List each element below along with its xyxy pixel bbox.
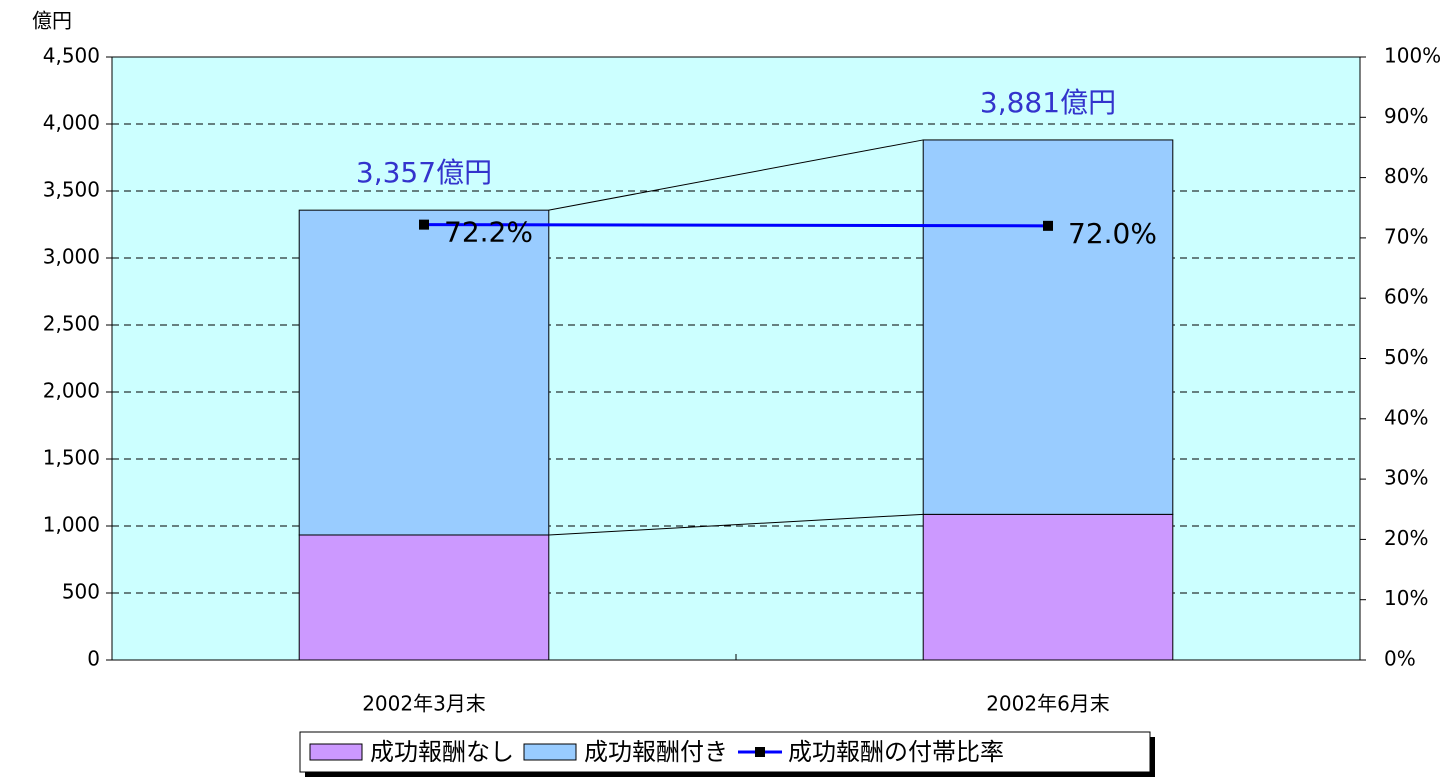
legend-swatch bbox=[523, 743, 577, 761]
y-tick-label: 2,000 bbox=[43, 379, 100, 403]
y2-tick-label: 80% bbox=[1384, 164, 1428, 188]
y2-tick-label: 100% bbox=[1384, 44, 1441, 68]
y-tick-label: 1,500 bbox=[43, 446, 100, 470]
y2-tick-label: 50% bbox=[1384, 345, 1428, 369]
line-marker bbox=[419, 219, 429, 230]
y-tick-label: 4,500 bbox=[43, 44, 100, 68]
series-connector bbox=[548, 139, 924, 211]
legend-label: 成功報酬の付帯比率 bbox=[788, 738, 1004, 766]
y-tick-label: 500 bbox=[62, 580, 100, 604]
legend-label: 成功報酬なし bbox=[370, 738, 514, 766]
line-marker bbox=[1043, 220, 1053, 231]
total-label: 3,881億円 bbox=[980, 86, 1116, 119]
total-label: 3,357億円 bbox=[356, 156, 492, 189]
bar-segment bbox=[922, 139, 1174, 515]
bar-segment bbox=[298, 534, 550, 661]
y2-tick-label: 0% bbox=[1384, 647, 1416, 671]
y2-tick-label: 90% bbox=[1384, 104, 1428, 128]
bar-segment bbox=[922, 513, 1174, 661]
series-connector bbox=[548, 513, 924, 536]
y2-tick-label: 30% bbox=[1384, 466, 1428, 490]
line-value-label: 72.0% bbox=[1068, 217, 1157, 250]
x-tick-label: 2002年6月末 bbox=[986, 692, 1110, 716]
bar-segment bbox=[298, 209, 550, 536]
line-series bbox=[423, 223, 1049, 228]
y-tick-label: 2,500 bbox=[43, 312, 100, 336]
legend bbox=[299, 731, 1151, 773]
y-tick-label: 1,000 bbox=[43, 513, 100, 537]
y2-tick-label: 20% bbox=[1384, 526, 1428, 550]
y-axis-label: 億円 bbox=[32, 9, 72, 33]
x-tick-label: 2002年3月末 bbox=[362, 692, 486, 716]
y2-tick-label: 40% bbox=[1384, 405, 1428, 429]
y2-tick-label: 70% bbox=[1384, 224, 1428, 248]
legend-swatch bbox=[309, 743, 363, 761]
y-tick-label: 3,500 bbox=[43, 178, 100, 202]
legend-marker bbox=[755, 747, 765, 757]
legend-label: 成功報酬付き bbox=[584, 738, 728, 766]
y-tick-label: 3,000 bbox=[43, 245, 100, 269]
y-tick-label: 4,000 bbox=[43, 111, 100, 135]
y2-tick-label: 60% bbox=[1384, 285, 1428, 309]
y-tick-label: 0 bbox=[87, 647, 100, 671]
y2-tick-label: 10% bbox=[1384, 586, 1428, 610]
line-value-label: 72.2% bbox=[444, 216, 533, 249]
